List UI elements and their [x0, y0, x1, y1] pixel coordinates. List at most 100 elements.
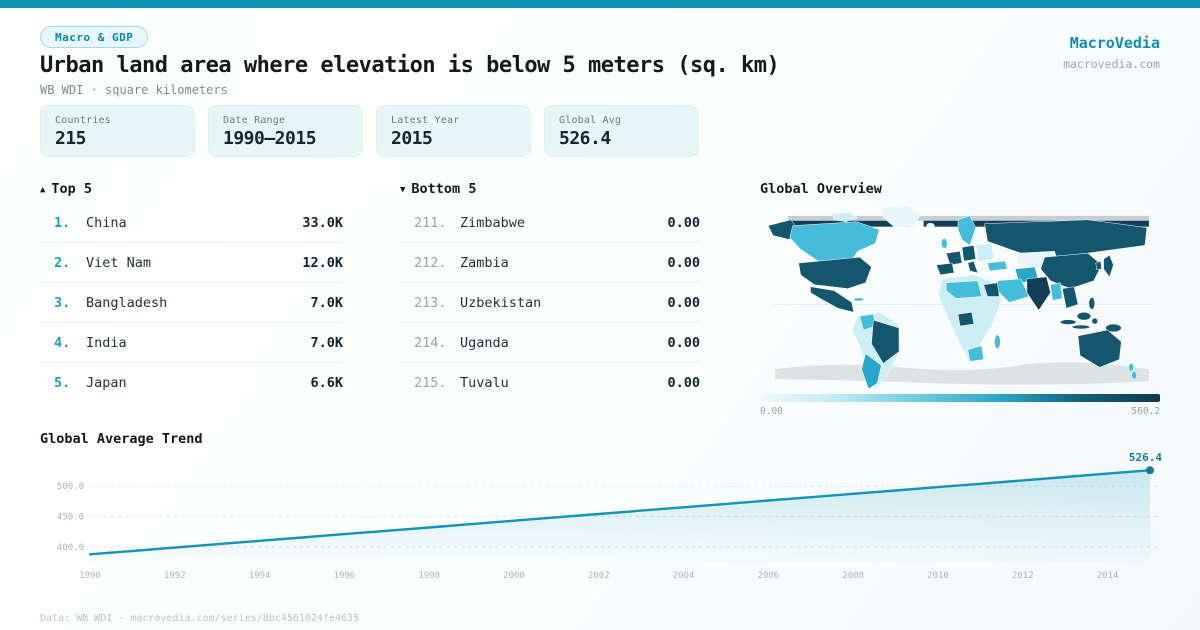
world-choropleth-map — [767, 206, 1153, 388]
map-region-greenland — [881, 206, 921, 228]
rank: 211. — [414, 214, 447, 231]
x-tick-label: 2014 — [1097, 571, 1119, 581]
stat-label: Latest Year — [391, 115, 460, 126]
triangle-up-icon: ▲ — [40, 185, 46, 195]
map-regions — [767, 206, 1148, 388]
map-region-caribbean — [853, 297, 864, 302]
stat-label: Global Avg — [559, 115, 622, 126]
country-value: 12.0K — [302, 254, 343, 271]
x-tick-label: 1990 — [79, 571, 101, 581]
list-item: 211. Zimbabwe 0.00 — [400, 203, 700, 243]
y-tick-label: 500.0 — [57, 482, 84, 492]
scale-labels: 0.00 560.2 — [760, 406, 1160, 417]
map-region-arctic-islands — [831, 211, 859, 222]
map-region-brazil — [871, 319, 900, 364]
x-tick-label: 2000 — [503, 571, 525, 581]
country-value: 7.0K — [310, 334, 343, 351]
rank: 1. — [54, 214, 71, 231]
category-badge: Macro & GDP — [40, 26, 149, 48]
page-title: Urban land area where elevation is below… — [40, 53, 780, 78]
rank: 214. — [414, 334, 447, 351]
list-item: 1. China 33.0K — [40, 203, 343, 243]
list-item: 213. Uzbekistan 0.00 — [400, 283, 700, 323]
map-region-egypt — [983, 282, 1000, 297]
map-region-korea — [1095, 260, 1102, 271]
map-region-india — [1026, 276, 1051, 311]
trend-title: Global Average Trend — [40, 431, 203, 447]
scale-max-label: 560.2 — [1131, 406, 1160, 417]
list-item: 2. Viet Nam 12.0K — [40, 243, 343, 283]
list-item: 215. Tuvalu 0.00 — [400, 363, 700, 403]
country-name: Japan — [86, 375, 127, 391]
x-tick-label: 2002 — [588, 571, 610, 581]
map-region-new-zealand — [1128, 363, 1134, 372]
rank: 212. — [414, 254, 447, 271]
list-item: 214. Uganda 0.00 — [400, 323, 700, 363]
map-region-usa — [798, 256, 872, 289]
country-name: Viet Nam — [86, 254, 152, 271]
stat-value: 215 — [55, 128, 87, 149]
stat-value: 526.4 — [559, 128, 611, 149]
map-region-antarctica — [775, 362, 1149, 385]
trend-chart: 400.0 450.0 500.0 1990 1992 1994 1996 1998 2000 2… — [57, 451, 1162, 581]
country-value: 0.00 — [667, 375, 700, 391]
choropleth-color-scale — [760, 394, 1160, 402]
map-region-france — [945, 250, 963, 266]
top-accent-stripe — [0, 0, 1200, 8]
list-item: 4. India 7.0K — [40, 323, 343, 363]
map-region-china — [1040, 252, 1102, 289]
footer-attribution: Data: WB WDI · macrovedia.com/series/8bc… — [40, 613, 360, 624]
rank: 213. — [414, 294, 447, 311]
map-region-indochina — [1062, 286, 1079, 309]
rank: 2. — [54, 254, 71, 271]
map-region-japan — [1103, 254, 1114, 278]
x-tick-label: 1996 — [334, 571, 356, 581]
country-name: China — [86, 214, 127, 231]
rank: 3. — [54, 294, 71, 311]
x-tick-label: 1992 — [164, 571, 186, 581]
map-region-italy — [967, 260, 979, 274]
map-region-germany — [961, 245, 977, 262]
map-region-russia — [984, 219, 1148, 258]
bottom5-title: Bottom 5 — [411, 181, 477, 197]
country-name: India — [86, 334, 127, 351]
map-region-mexico — [810, 286, 855, 313]
bottom5-list: ▼ Bottom 5 211. Zimbabwe 0.00 212. Zambia… — [400, 181, 700, 403]
country-name: Tuvalu — [460, 375, 509, 391]
brand-url: macrovedia.com — [1063, 57, 1160, 71]
map-region-uk — [941, 238, 948, 249]
list-item: 3. Bangladesh 7.0K — [40, 283, 343, 323]
global-overview-section: Global Overview — [760, 181, 1160, 417]
brand-name: MacroVedia — [1069, 34, 1160, 52]
country-value: 33.0K — [302, 214, 343, 231]
map-title: Global Overview — [760, 181, 882, 197]
map-region-scandinavia — [957, 215, 977, 246]
stat-card-global-avg: Global Avg 526.4 — [544, 105, 699, 157]
map-region-iceland — [926, 222, 935, 229]
top5-header: ▲ Top 5 — [40, 181, 343, 201]
map-region-java — [1071, 324, 1091, 330]
country-value: 0.00 — [667, 334, 700, 351]
x-tick-label: 2004 — [673, 571, 695, 581]
x-tick-label: 2010 — [927, 571, 949, 581]
map-region-nigeria — [957, 311, 975, 327]
country-name: Bangladesh — [86, 294, 168, 311]
list-item: 5. Japan 6.6K — [40, 363, 343, 403]
trend-end-label: 526.4 — [1129, 451, 1162, 464]
top5-rows: 1. China 33.0K 2. Viet Nam 12.0K 3. Bang… — [40, 203, 343, 403]
y-tick-label: 450.0 — [57, 513, 84, 523]
stat-value: 1990—2015 — [223, 128, 317, 149]
map-region-borneo — [1076, 312, 1092, 321]
top5-title: Top 5 — [51, 181, 93, 197]
map-region-sulawesi — [1091, 317, 1098, 325]
map-region-sumatra — [1060, 319, 1077, 325]
rank: 215. — [414, 375, 447, 391]
map-region-south-africa — [967, 345, 984, 362]
top5-list: ▲ Top 5 1. China 33.0K 2. Viet Nam 12.0K … — [40, 181, 343, 403]
trend-area — [90, 470, 1150, 562]
x-tick-label: 2008 — [842, 571, 864, 581]
map-region-turkey — [987, 260, 1008, 272]
map-region-argentina — [861, 353, 882, 388]
x-tick-label: 1994 — [249, 571, 271, 581]
map-region-canada — [789, 221, 880, 264]
